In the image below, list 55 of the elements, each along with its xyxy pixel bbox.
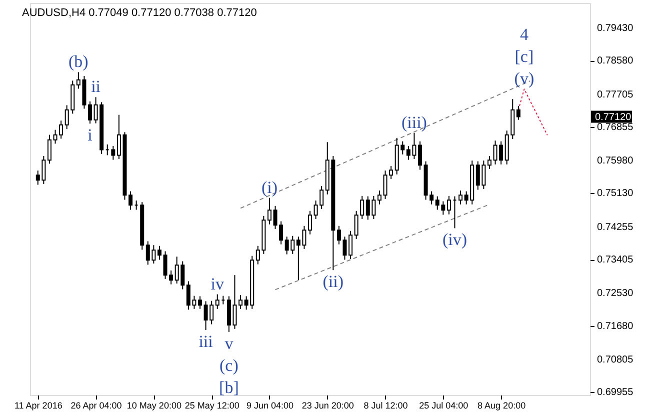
candlestick bbox=[47, 134, 52, 164]
x-tick-label: 10 May 20:00 bbox=[126, 400, 182, 410]
x-tick-label: 25 Jul 04:00 bbox=[419, 400, 468, 410]
y-tick-label: 0.69955 bbox=[597, 387, 634, 398]
x-tick-label: 8 Aug 20:00 bbox=[478, 400, 526, 410]
candlestick bbox=[88, 100, 92, 124]
annotation: [c] bbox=[514, 47, 534, 66]
x-tick-label: 8 Jul 12:00 bbox=[364, 400, 408, 410]
y-tick-label: 0.72530 bbox=[597, 288, 634, 300]
x-tick-label: 11 Apr 2016 bbox=[14, 400, 62, 410]
annotation: ii bbox=[91, 77, 101, 96]
y-tick-label: 0.78580 bbox=[597, 56, 634, 67]
candlestick bbox=[348, 230, 353, 260]
y-tick-label: 0.70805 bbox=[597, 354, 634, 366]
annotation: (iii) bbox=[401, 112, 427, 132]
candlestick bbox=[198, 296, 202, 310]
annotation: (i) bbox=[261, 178, 278, 197]
annotation: 4 bbox=[520, 25, 529, 44]
x-tick-label: 25 May 12:00 bbox=[184, 400, 240, 410]
y-tick-label: 0.75980 bbox=[597, 156, 634, 167]
y-tick-label: 0.76855 bbox=[597, 122, 634, 133]
candlestick bbox=[215, 294, 220, 310]
candlestick bbox=[516, 105, 520, 120]
candlestick bbox=[377, 190, 382, 205]
x-tick-label: 9 Jun 04:00 bbox=[246, 400, 294, 410]
x-tick-label: 26 Apr 04:00 bbox=[70, 400, 122, 410]
candlestick bbox=[238, 294, 243, 310]
candlestick bbox=[157, 245, 162, 260]
annotation: (c) bbox=[220, 356, 238, 375]
annotation: v bbox=[224, 334, 234, 353]
candlestick bbox=[111, 145, 116, 160]
annotation: (b) bbox=[68, 52, 88, 72]
annotation: (ii) bbox=[322, 272, 344, 292]
candlestick bbox=[267, 197, 272, 225]
candlestick bbox=[446, 195, 451, 215]
y-tick-label: 0.71680 bbox=[597, 320, 634, 332]
y-tick-label: 0.79430 bbox=[597, 22, 634, 34]
y-tick-label: 0.77705 bbox=[597, 89, 634, 100]
annotation: [b] bbox=[219, 378, 239, 397]
candlestick bbox=[418, 140, 422, 170]
y-tick-label: 0.74255 bbox=[597, 222, 634, 233]
annotation: (iv) bbox=[442, 230, 468, 250]
candlestick bbox=[308, 210, 312, 235]
candlestick bbox=[487, 155, 492, 170]
x-tick-label: 23 Jun 20:00 bbox=[302, 400, 354, 410]
y-tick-label: 0.75130 bbox=[597, 188, 634, 200]
candlestick bbox=[128, 190, 133, 210]
text: 0.77120 bbox=[595, 112, 632, 123]
annotation: (v) bbox=[514, 69, 534, 88]
annotation: iii bbox=[198, 332, 214, 352]
chart-title: AUDUSD,H4 0.77049 0.77120 0.77038 0.77120 bbox=[22, 7, 257, 19]
y-tick-label: 0.73405 bbox=[597, 254, 634, 266]
candlestick bbox=[458, 190, 463, 205]
annotation: i bbox=[88, 126, 93, 145]
annotation: iv bbox=[210, 274, 224, 294]
